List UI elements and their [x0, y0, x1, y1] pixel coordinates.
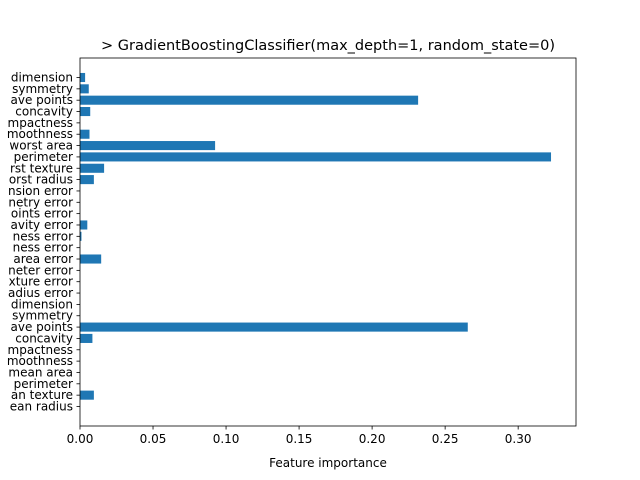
y-tick-label: netry error — [8, 195, 73, 209]
x-tick-label: 0.05 — [140, 432, 167, 446]
x-tick-label: 0.10 — [213, 432, 240, 446]
x-tick-label: 0.25 — [432, 432, 459, 446]
y-tick-label: concavity — [15, 105, 73, 119]
y-tick-label: rst texture — [10, 161, 73, 175]
bar — [80, 254, 102, 264]
y-tick-label: ave points — [10, 320, 73, 334]
bar — [80, 129, 90, 139]
x-ticks-group: 0.00 0.05 0.10 0.15 0.20 0.25 0.30 — [67, 426, 532, 446]
y-tick-label: avity error — [11, 218, 74, 232]
y-tick-label: ave points — [10, 93, 73, 107]
y-tick-label: ness error — [13, 241, 73, 255]
y-tick-label: moothness — [7, 127, 73, 141]
x-tick-label: 0.00 — [67, 432, 94, 446]
y-tick-label: adius error — [8, 286, 73, 300]
bar — [80, 322, 468, 332]
plot-frame — [79, 57, 577, 427]
y-tick-label: concavity — [15, 331, 73, 345]
y-tick-label: perimeter — [14, 377, 73, 391]
y-tick-label: xture error — [9, 275, 73, 289]
bar — [80, 390, 94, 400]
bar — [80, 231, 82, 241]
y-tick-label: dimension — [11, 297, 73, 311]
x-tick-label: 0.20 — [359, 432, 386, 446]
y-tick-label: ean radius — [10, 400, 73, 414]
bars-group — [80, 72, 552, 400]
y-tick-label: perimeter — [14, 150, 73, 164]
y-tick-label: mean area — [8, 365, 73, 379]
bar — [80, 72, 86, 83]
bar — [80, 333, 93, 343]
bar — [80, 152, 552, 162]
y-tick-label: mpactness — [8, 343, 73, 357]
bar — [80, 220, 88, 230]
bar — [80, 84, 89, 94]
x-axis-label: Feature importance — [269, 456, 387, 470]
y-tick-label: area error — [13, 252, 73, 266]
y-tick-label: mpactness — [8, 116, 73, 130]
y-tick-label: symmetry — [12, 82, 73, 96]
y-tick-label: orst radius — [9, 173, 73, 187]
x-tick-label: 0.15 — [286, 432, 313, 446]
y-tick-label: oints error — [11, 207, 73, 221]
y-tick-label: worst area — [9, 139, 73, 153]
y-tick-label: an texture — [11, 388, 73, 402]
x-tick-label: 0.30 — [505, 432, 532, 446]
bar — [80, 141, 216, 151]
bar — [80, 163, 105, 173]
y-tick-label: dimension — [11, 71, 73, 85]
y-tick-label: nsion error — [8, 184, 73, 198]
bar — [80, 106, 91, 117]
y-tick-label: moothness — [7, 354, 73, 368]
y-tick-label: ness error — [13, 229, 73, 243]
y-tick-label: symmetry — [12, 309, 73, 323]
bar — [80, 175, 94, 185]
y-tick-label: neter error — [8, 263, 73, 277]
chart-title: > GradientBoostingClassifier(max_depth=1… — [101, 38, 555, 54]
bar — [80, 95, 419, 105]
